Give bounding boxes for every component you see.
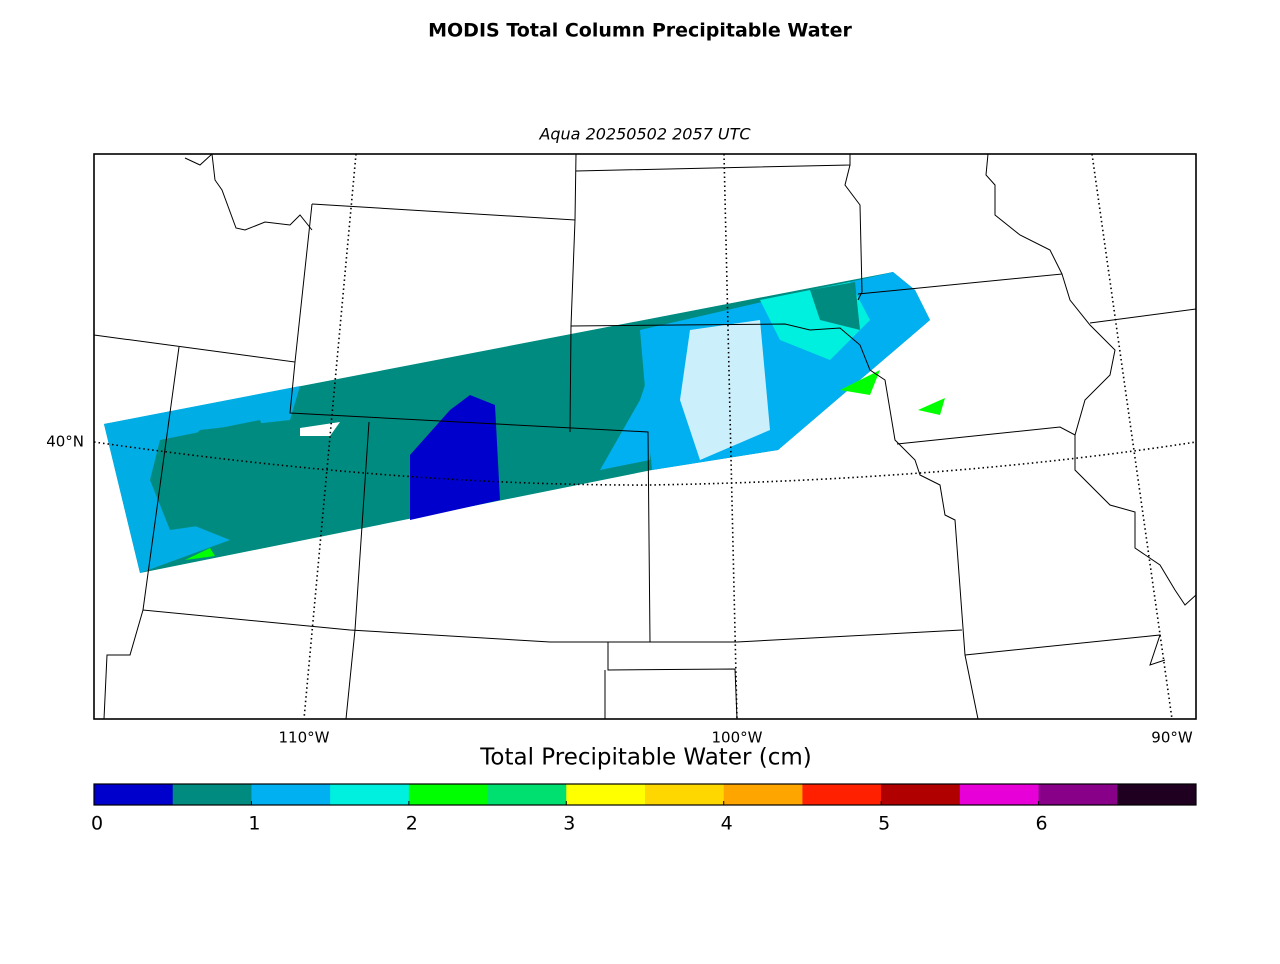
colorbar-tick-label: 6: [1036, 813, 1048, 835]
colorbar-tick-label: 3: [563, 813, 575, 835]
colorbar-tick-label: 4: [721, 813, 733, 835]
lon-label: 100°W: [712, 729, 763, 747]
colorbar-segment: [566, 784, 646, 805]
colorbar: 0 1 2 3 4 5 6: [91, 783, 1197, 835]
colorbar-segment: [959, 784, 1040, 805]
colorbar-segment: [1038, 784, 1118, 805]
subtitle: Aqua 20250502 2057 UTC: [538, 125, 751, 144]
precip-swath: [104, 272, 945, 573]
colorbar-tick-label: 1: [248, 813, 260, 835]
colorbar-tick-label: 0: [91, 813, 103, 835]
colorbar-frame: [93, 783, 1197, 806]
map: [94, 154, 1196, 719]
colorbar-segment: [487, 784, 567, 805]
colorbar-tick-label: 2: [406, 813, 418, 835]
colorbar-segment: [172, 784, 252, 805]
lat-label: 40°N: [46, 433, 84, 451]
colorbar-segment: [645, 784, 725, 805]
map-frame: [93, 153, 1197, 720]
colorbar-segment: [330, 784, 410, 805]
colorbar-segment: [802, 784, 882, 805]
title: MODIS Total Column Precipitable Water: [428, 20, 852, 42]
state-borders: [94, 154, 1196, 719]
colorbar-segment: [723, 784, 803, 805]
lon-label: 110°W: [279, 729, 330, 747]
colorbar-segment: [1117, 784, 1197, 805]
graticule: [94, 154, 1196, 719]
colorbar-segment: [251, 784, 331, 805]
colorbar-segment: [94, 784, 174, 805]
colorbar-label: Total Precipitable Water (cm): [479, 745, 811, 771]
colorbar-segment: [408, 784, 489, 805]
colorbar-tick-label: 5: [878, 813, 890, 835]
colorbar-segment: [881, 784, 961, 805]
lon-label: 90°W: [1151, 729, 1193, 747]
